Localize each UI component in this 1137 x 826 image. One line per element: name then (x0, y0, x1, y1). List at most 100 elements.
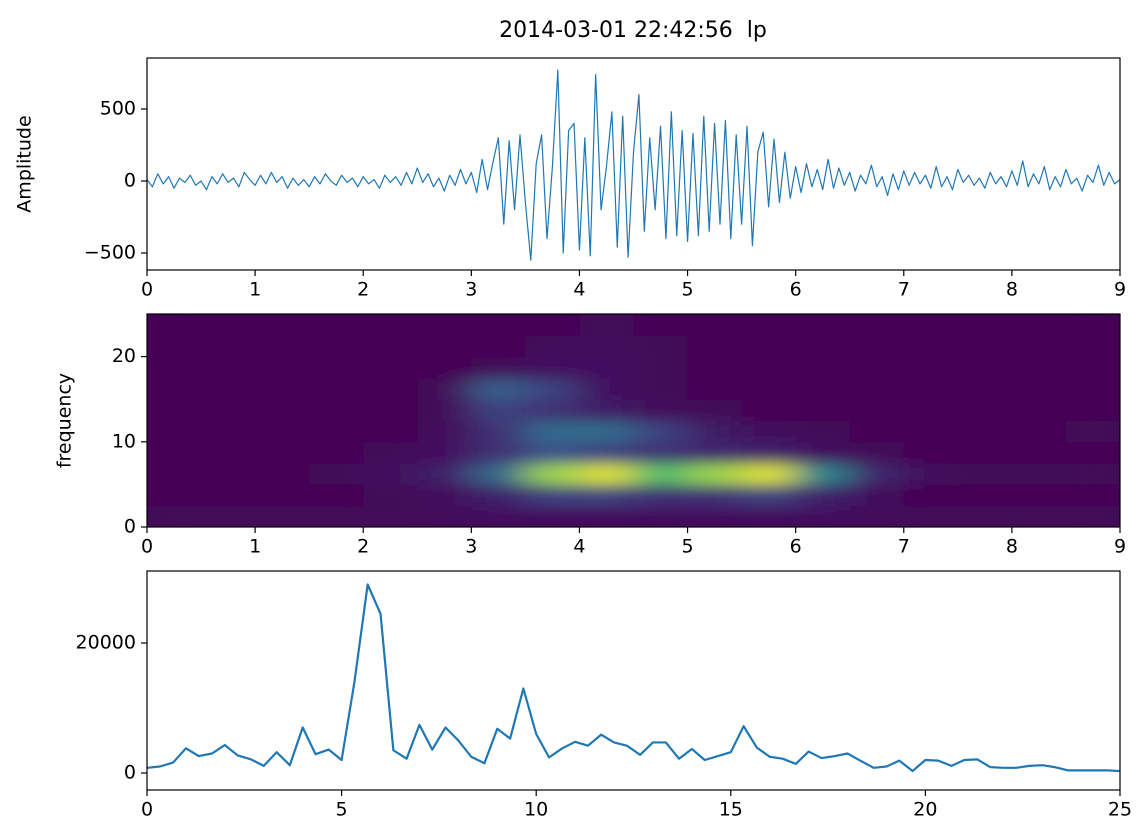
heatmap-cell (417, 505, 472, 527)
heatmap-cell (957, 463, 1013, 485)
heatmap-cell (417, 356, 472, 379)
heatmap-cell (741, 335, 797, 358)
heatmap-cell (309, 420, 364, 443)
heatmap-cell (903, 505, 959, 527)
heatmap-cell (1065, 399, 1120, 421)
heatmap-cell (795, 463, 851, 485)
heatmap-cell (1011, 335, 1067, 358)
heatmap-cell (795, 441, 851, 464)
heatmap-cell (525, 356, 580, 379)
heatmap-cell (201, 377, 256, 400)
heatmap-cell (255, 441, 310, 464)
heatmap-cell (417, 484, 472, 507)
heatmap-cell (849, 484, 905, 507)
heatmap-cell (849, 356, 905, 379)
heatmap-cell (1011, 505, 1067, 527)
heatmap-cell (795, 484, 851, 507)
chart-title: 2014-03-01 22:42:56 lp (499, 18, 767, 43)
heatmap-cell (795, 420, 851, 443)
heatmap-cell (471, 420, 526, 443)
heatmap-cell (309, 377, 364, 400)
heatmap-cell (363, 441, 418, 464)
x-tick-label: 4 (573, 536, 585, 558)
y-tick-label: −500 (84, 242, 136, 264)
heatmap-cell (1065, 335, 1120, 358)
heatmap-cell (849, 441, 905, 464)
heatmap-cell (471, 441, 526, 464)
heatmap-cell (147, 441, 202, 464)
heatmap-cell (255, 314, 310, 336)
x-tick-label: 2 (357, 536, 369, 558)
heatmap-cell (471, 314, 526, 336)
x-tick-label: 0 (141, 799, 153, 821)
plot-area (147, 571, 1120, 790)
heatmap-cell (525, 484, 580, 507)
heatmap-cell (147, 420, 202, 443)
heatmap-cell (579, 356, 634, 379)
heatmap-cell (363, 377, 418, 400)
heatmap-cell (957, 420, 1013, 443)
heatmap-cell (471, 505, 526, 527)
heatmap-cell (201, 356, 256, 379)
x-tick-label: 9 (1114, 279, 1126, 301)
heatmap-cell (633, 505, 689, 527)
x-tick-label: 0 (141, 279, 153, 301)
heatmap-cell (687, 377, 743, 400)
heatmap-cell (147, 335, 202, 358)
heatmap-cell (1011, 377, 1067, 400)
heatmap-cell (417, 441, 472, 464)
heatmap-cell (201, 335, 256, 358)
axes-frame (146, 570, 1121, 791)
heatmap-cell (903, 399, 959, 421)
heatmap-cell (579, 463, 634, 485)
heatmap-cell (849, 314, 905, 336)
heatmap-cell (957, 335, 1013, 358)
line (146, 583, 1121, 773)
heatmap-cell (849, 335, 905, 358)
axes-frame (146, 313, 1121, 528)
x-tick-label: 20 (913, 799, 937, 821)
heatmap-cell (255, 377, 310, 400)
heatmap-cell (255, 335, 310, 358)
heatmap-cell (471, 399, 526, 421)
heatmap-cell (957, 356, 1013, 379)
heatmap-cell (795, 377, 851, 400)
heatmap-cell (201, 399, 256, 421)
heatmap-cell (741, 441, 797, 464)
heatmap-cell (1011, 399, 1067, 421)
heatmap-cell (903, 420, 959, 443)
y-tick-label: 500 (100, 97, 136, 119)
heatmap-cell (147, 484, 202, 507)
heatmap-cell (957, 441, 1013, 464)
heatmap-cell (309, 463, 364, 485)
heatmap-cell (633, 377, 689, 400)
heatmap-cell (903, 377, 959, 400)
heatmap-cell (525, 441, 580, 464)
heatmap-cell (417, 377, 472, 400)
heatmap-cell (579, 420, 634, 443)
heatmap-cell (795, 505, 851, 527)
heatmap-cell (525, 463, 580, 485)
heatmap-cell (147, 377, 202, 400)
heatmap-cell (633, 441, 689, 464)
heatmap-cell (1011, 356, 1067, 379)
heatmap-cell (1011, 314, 1067, 336)
heatmap-cell (579, 484, 634, 507)
heatmap-cell (471, 335, 526, 358)
heatmap-cell (741, 399, 797, 421)
heatmap-cell (957, 399, 1013, 421)
heatmap-cell (741, 484, 797, 507)
heatmap-cell (795, 399, 851, 421)
heatmap-cell (1065, 484, 1120, 507)
heatmap-cell (579, 505, 634, 527)
heatmap-cell (1011, 420, 1067, 443)
x-tick-label: 8 (1006, 536, 1018, 558)
heatmap-cell (255, 505, 310, 527)
heatmap-cell (633, 463, 689, 485)
heatmap-cell (687, 399, 743, 421)
heatmap-cell (849, 399, 905, 421)
heatmap-cell (633, 420, 689, 443)
x-tick-label: 1 (249, 279, 261, 301)
heatmap-cell (255, 484, 310, 507)
x-tick-label: 7 (898, 536, 910, 558)
